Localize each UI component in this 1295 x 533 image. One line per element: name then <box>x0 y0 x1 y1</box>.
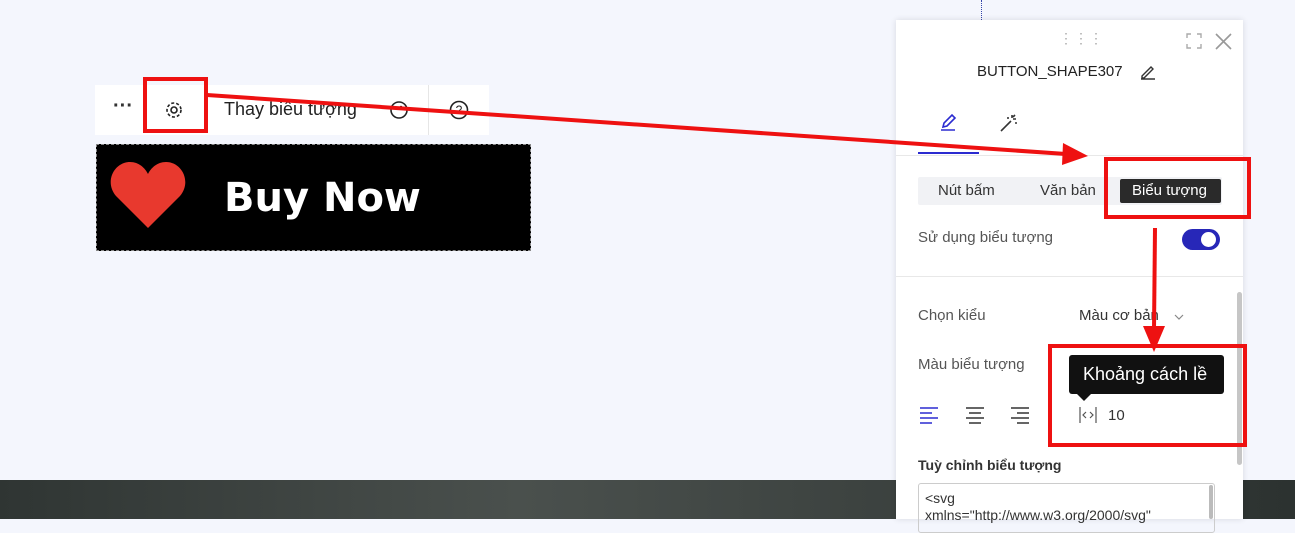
field-label: Màu biểu tượng <box>918 356 1025 373</box>
more-button[interactable]: ··· <box>113 95 133 117</box>
textarea-scrollbar <box>1209 485 1213 519</box>
effects-tab-icon[interactable] <box>999 113 1019 133</box>
divider <box>896 276 1243 277</box>
expand-icon[interactable] <box>1186 33 1202 49</box>
drag-handle[interactable]: ⋮⋮⋮ <box>1059 30 1104 46</box>
field-label: Sử dụng biểu tượng <box>918 229 1054 246</box>
arrow <box>206 93 1067 156</box>
style-select[interactable]: Màu cơ bản <box>1079 307 1159 324</box>
highlight-box <box>1048 344 1247 447</box>
annotation-arrows <box>206 93 1165 352</box>
tab-underline <box>918 152 979 154</box>
svg-text:?: ? <box>456 103 463 117</box>
toggle-knob <box>1201 232 1216 247</box>
highlight-box <box>143 77 208 133</box>
align-left[interactable] <box>919 406 939 424</box>
arrow-head <box>1143 326 1165 352</box>
settings-panel <box>896 20 1243 519</box>
button-label: Buy Now <box>224 175 421 221</box>
align-right[interactable] <box>1010 406 1030 424</box>
tooltip-arrow <box>1076 393 1092 401</box>
heart-icon <box>110 162 186 228</box>
section-label: Tuỳ chỉnh biểu tượng <box>918 457 1062 473</box>
settings-icon[interactable] <box>164 100 184 120</box>
field-label: Chọn kiểu <box>918 307 986 324</box>
arrow-head <box>1062 143 1088 165</box>
edit-tab-icon[interactable] <box>938 113 958 133</box>
tooltip-text: Khoảng cách lề <box>1083 364 1208 384</box>
padding-icon <box>1079 407 1097 423</box>
tooltip <box>1069 355 1224 394</box>
close-icon[interactable] <box>1215 33 1232 50</box>
guide-line <box>981 0 982 20</box>
rename-icon[interactable] <box>1139 63 1157 81</box>
panel-title: BUTTON_SHAPE307 <box>977 63 1123 80</box>
segment[interactable]: Văn bản <box>1040 182 1096 199</box>
arrow <box>1152 227 1157 331</box>
segment[interactable]: Nút bấm <box>938 182 995 199</box>
active-segment <box>1120 179 1221 203</box>
chevron <box>1174 314 1184 320</box>
scrollbar[interactable] <box>1237 292 1242 465</box>
align-center[interactable] <box>965 406 985 424</box>
segment[interactable]: Biểu tượng <box>1132 182 1207 199</box>
padding-value[interactable]: 10 <box>1108 407 1125 424</box>
highlight-box <box>1104 157 1251 219</box>
